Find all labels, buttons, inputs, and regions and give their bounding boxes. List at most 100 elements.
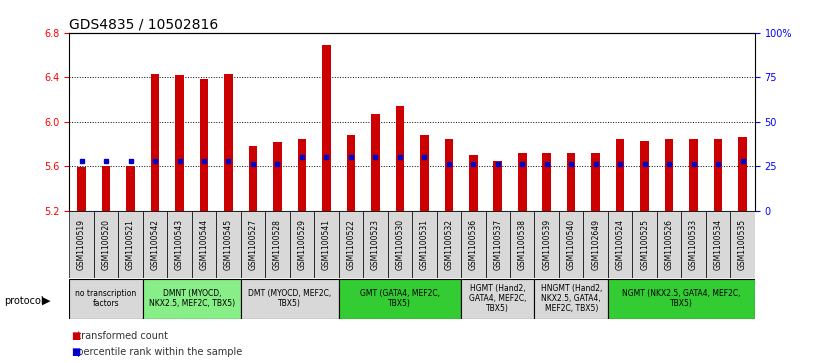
Text: GSM1100525: GSM1100525 bbox=[640, 219, 650, 270]
Bar bbox=[94, 211, 118, 278]
Text: NGMT (NKX2.5, GATA4, MEF2C,
TBX5): NGMT (NKX2.5, GATA4, MEF2C, TBX5) bbox=[622, 289, 741, 308]
Text: GSM1102649: GSM1102649 bbox=[591, 219, 601, 270]
Bar bbox=[412, 211, 437, 278]
Text: GSM1100519: GSM1100519 bbox=[77, 219, 86, 270]
Bar bbox=[730, 211, 755, 278]
Text: GSM1100545: GSM1100545 bbox=[224, 219, 233, 270]
Bar bbox=[241, 211, 265, 278]
Text: GSM1100535: GSM1100535 bbox=[738, 219, 747, 270]
Bar bbox=[224, 74, 233, 211]
Bar bbox=[461, 211, 486, 278]
Text: GSM1100538: GSM1100538 bbox=[517, 219, 527, 270]
Bar bbox=[265, 211, 290, 278]
Text: HGMT (Hand2,
GATA4, MEF2C,
TBX5): HGMT (Hand2, GATA4, MEF2C, TBX5) bbox=[469, 284, 526, 314]
Bar bbox=[518, 153, 526, 211]
Bar bbox=[543, 153, 551, 211]
Bar bbox=[559, 211, 583, 278]
Text: GSM1100522: GSM1100522 bbox=[346, 219, 356, 270]
Bar bbox=[665, 139, 673, 211]
Bar bbox=[78, 167, 86, 211]
Bar bbox=[143, 211, 167, 278]
Text: GSM1100521: GSM1100521 bbox=[126, 219, 135, 270]
Bar bbox=[461, 278, 534, 319]
Bar bbox=[347, 135, 355, 211]
Text: GSM1100520: GSM1100520 bbox=[101, 219, 111, 270]
Bar bbox=[241, 278, 339, 319]
Bar bbox=[469, 155, 477, 211]
Bar bbox=[388, 211, 412, 278]
Bar bbox=[445, 139, 453, 211]
Text: GSM1100543: GSM1100543 bbox=[175, 219, 184, 270]
Bar bbox=[314, 211, 339, 278]
Bar bbox=[486, 211, 510, 278]
Text: no transcription
factors: no transcription factors bbox=[75, 289, 137, 308]
Text: protocol: protocol bbox=[4, 295, 44, 306]
Bar bbox=[608, 211, 632, 278]
Bar bbox=[69, 278, 143, 319]
Text: percentile rank within the sample: percentile rank within the sample bbox=[71, 347, 242, 357]
Bar bbox=[437, 211, 461, 278]
Bar bbox=[363, 211, 388, 278]
Text: GSM1100526: GSM1100526 bbox=[664, 219, 674, 270]
Bar bbox=[69, 211, 94, 278]
Text: GSM1100536: GSM1100536 bbox=[468, 219, 478, 270]
Bar bbox=[534, 211, 559, 278]
Text: GSM1100540: GSM1100540 bbox=[566, 219, 576, 270]
Bar bbox=[249, 146, 257, 211]
Text: GSM1100531: GSM1100531 bbox=[419, 219, 429, 270]
Text: GSM1100529: GSM1100529 bbox=[297, 219, 307, 270]
Bar bbox=[738, 137, 747, 211]
Text: ▶: ▶ bbox=[42, 295, 51, 306]
Bar bbox=[273, 142, 282, 211]
Bar bbox=[322, 45, 330, 211]
Text: transformed count: transformed count bbox=[71, 331, 168, 341]
Bar bbox=[690, 139, 698, 211]
Bar bbox=[143, 278, 241, 319]
Bar bbox=[102, 166, 110, 211]
Bar bbox=[175, 75, 184, 211]
Text: DMNT (MYOCD,
NKX2.5, MEF2C, TBX5): DMNT (MYOCD, NKX2.5, MEF2C, TBX5) bbox=[149, 289, 235, 308]
Bar bbox=[714, 139, 722, 211]
Text: ■: ■ bbox=[71, 331, 80, 341]
Text: HNGMT (Hand2,
NKX2.5, GATA4,
MEF2C, TBX5): HNGMT (Hand2, NKX2.5, GATA4, MEF2C, TBX5… bbox=[540, 284, 602, 314]
Bar bbox=[151, 74, 159, 211]
Text: GSM1100533: GSM1100533 bbox=[689, 219, 698, 270]
Text: DMT (MYOCD, MEF2C,
TBX5): DMT (MYOCD, MEF2C, TBX5) bbox=[248, 289, 331, 308]
Text: GSM1100532: GSM1100532 bbox=[444, 219, 454, 270]
Bar bbox=[657, 211, 681, 278]
Text: GSM1100523: GSM1100523 bbox=[370, 219, 380, 270]
Text: GSM1100527: GSM1100527 bbox=[248, 219, 258, 270]
Bar bbox=[494, 160, 502, 211]
Bar bbox=[706, 211, 730, 278]
Text: GSM1100537: GSM1100537 bbox=[493, 219, 503, 270]
Text: ■: ■ bbox=[71, 347, 80, 357]
Bar bbox=[167, 211, 192, 278]
Bar bbox=[216, 211, 241, 278]
Bar bbox=[420, 135, 428, 211]
Bar bbox=[371, 114, 379, 211]
Bar bbox=[583, 211, 608, 278]
Text: GSM1100541: GSM1100541 bbox=[322, 219, 331, 270]
Bar bbox=[339, 211, 363, 278]
Bar bbox=[510, 211, 534, 278]
Text: GDS4835 / 10502816: GDS4835 / 10502816 bbox=[69, 17, 219, 32]
Text: GSM1100524: GSM1100524 bbox=[615, 219, 625, 270]
Bar bbox=[339, 278, 461, 319]
Text: GSM1100530: GSM1100530 bbox=[395, 219, 405, 270]
Bar bbox=[632, 211, 657, 278]
Bar bbox=[192, 211, 216, 278]
Bar bbox=[567, 153, 575, 211]
Text: GMT (GATA4, MEF2C,
TBX5): GMT (GATA4, MEF2C, TBX5) bbox=[360, 289, 440, 308]
Text: GSM1100534: GSM1100534 bbox=[713, 219, 723, 270]
Text: GSM1100539: GSM1100539 bbox=[542, 219, 552, 270]
Bar bbox=[290, 211, 314, 278]
Bar bbox=[200, 79, 208, 211]
Bar bbox=[298, 139, 306, 211]
Bar bbox=[534, 278, 608, 319]
Bar bbox=[616, 139, 624, 211]
Bar bbox=[641, 140, 649, 211]
Bar bbox=[126, 166, 135, 211]
Text: GSM1100542: GSM1100542 bbox=[150, 219, 160, 270]
Text: GSM1100544: GSM1100544 bbox=[199, 219, 209, 270]
Bar bbox=[396, 106, 404, 211]
